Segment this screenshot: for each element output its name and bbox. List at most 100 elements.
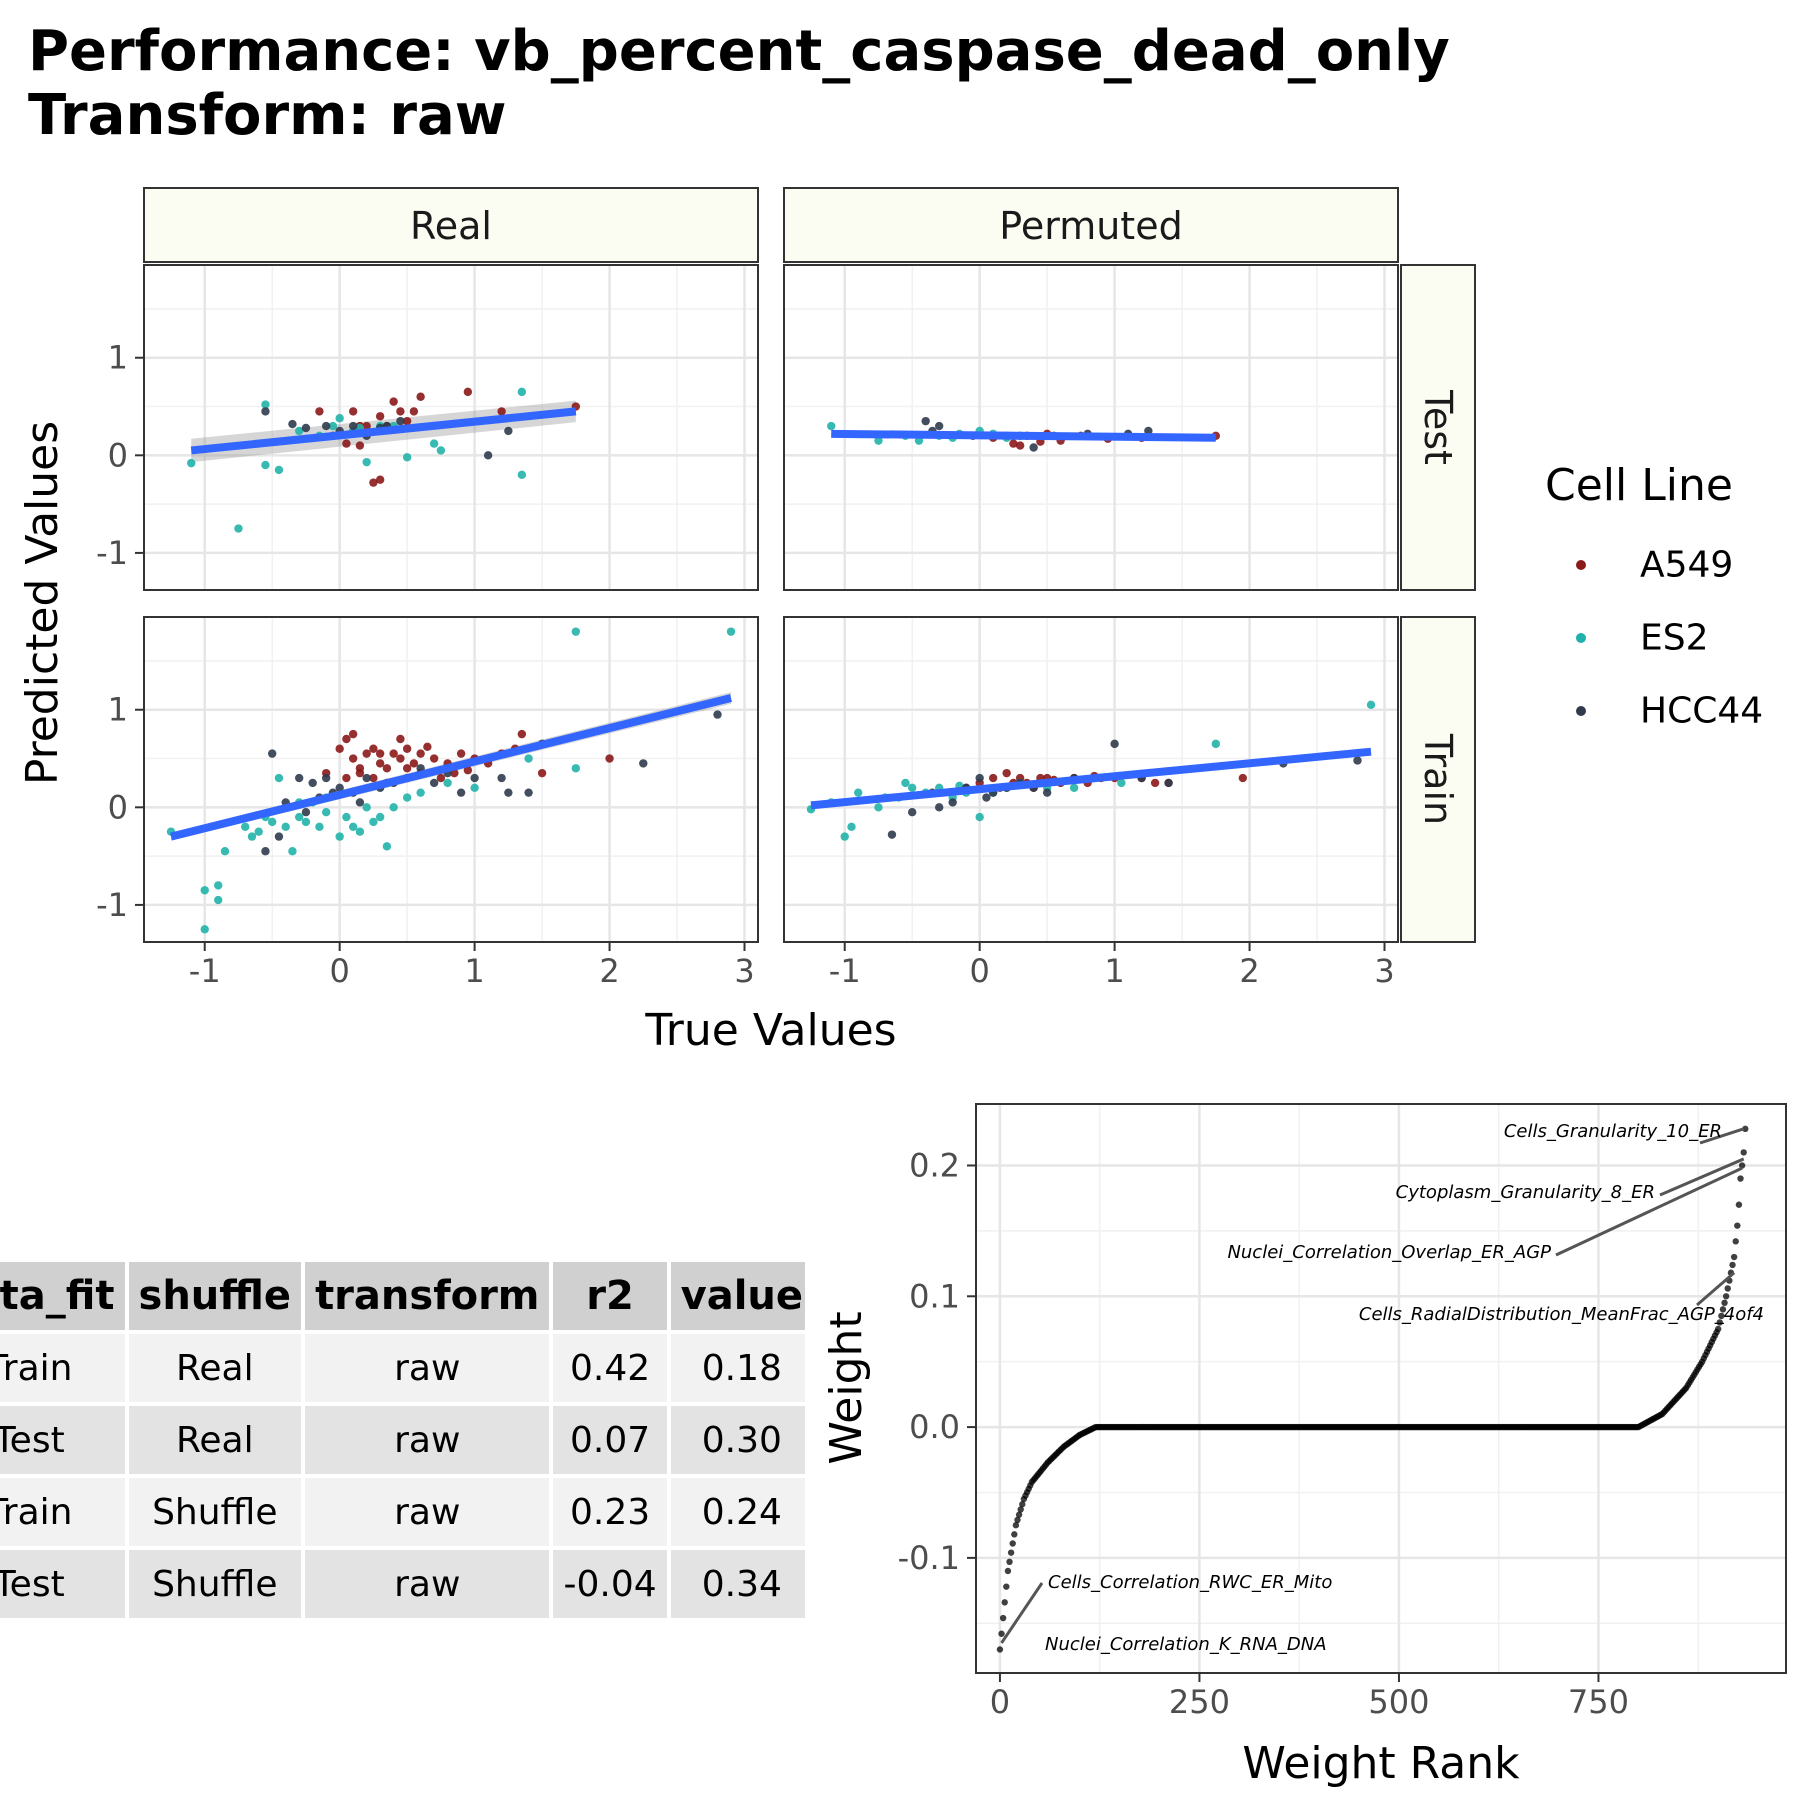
- data-point-es2: [261, 460, 270, 470]
- data-point-a549: [463, 387, 473, 397]
- table-header-row: data_fit shuffle transform r2 value: [0, 1262, 805, 1330]
- data-point-es2: [436, 446, 446, 455]
- data-point-es2: [854, 788, 863, 797]
- data-point-es2: [267, 817, 277, 827]
- facet-strip-label: Real: [410, 204, 492, 248]
- weights-y-axis-title: Weight: [821, 1311, 872, 1464]
- y-axis-title: Predicted Values: [17, 421, 68, 785]
- table-header-cell: data_fit: [0, 1262, 125, 1330]
- y-tick-label: 0.1: [909, 1277, 960, 1315]
- data-point-es2: [975, 812, 984, 822]
- data-point-a549: [348, 729, 358, 739]
- data-point-es2: [402, 793, 412, 802]
- data-point-es2: [274, 465, 284, 475]
- annotation-connector: [1659, 1157, 1745, 1197]
- data-point-hcc44: [907, 807, 917, 817]
- weights-x-axis-title: Weight Rank: [1242, 1738, 1520, 1789]
- weight-point: [1014, 1516, 1021, 1524]
- weight-point: [1730, 1253, 1738, 1261]
- weights-border: [975, 1103, 1787, 1674]
- panel-border: [783, 264, 1399, 591]
- data-point-es2: [234, 524, 243, 533]
- data-point-hcc44: [288, 419, 297, 429]
- weight-point: [999, 1614, 1007, 1622]
- table-cell: Test: [0, 1550, 125, 1618]
- weight-point: [1722, 1293, 1730, 1300]
- data-point-a549: [389, 397, 398, 406]
- table-cell: raw: [305, 1334, 550, 1402]
- weight-point: [1718, 1312, 1725, 1320]
- data-point-es2: [571, 627, 581, 636]
- annotation-connector: [1000, 1582, 1044, 1644]
- data-point-hcc44: [975, 773, 984, 783]
- facet-row-strip-label: Train: [1416, 733, 1460, 825]
- y-tick-label: 1: [108, 339, 128, 377]
- legend-label: HCC44: [1640, 691, 1763, 732]
- x-tick-label: 0: [969, 952, 989, 990]
- fit-line: [170, 694, 732, 841]
- data-point-hcc44: [362, 773, 371, 783]
- data-point-hcc44: [355, 798, 365, 807]
- weight-point: [998, 1630, 1005, 1637]
- data-point-a549: [463, 766, 473, 775]
- data-point-a549: [389, 749, 398, 758]
- data-point-hcc44: [483, 451, 493, 460]
- data-point-hcc44: [1110, 739, 1119, 749]
- data-point-es2: [362, 457, 371, 467]
- y-tick-label: 0: [108, 788, 128, 826]
- data-point-es2: [315, 822, 324, 832]
- legend-swatch-es2: [1576, 633, 1586, 643]
- data-point-es2: [517, 387, 527, 397]
- data-point-a549: [362, 749, 371, 758]
- annotation-label: Nuclei_Correlation_K_RNA_DNA: [1045, 1634, 1327, 1655]
- data-point-hcc44: [456, 788, 466, 797]
- page-title: Performance: vb_percent_caspase_dead_onl…: [28, 20, 1450, 148]
- metrics-table-grid: data_fit shuffle transform r2 value Trai…: [0, 1258, 805, 1622]
- table-cell: 0.42: [553, 1334, 667, 1402]
- table-cell: Train: [0, 1334, 125, 1402]
- data-point-a549: [1238, 773, 1248, 783]
- data-point-es2: [517, 470, 527, 480]
- data-point-a549: [402, 744, 412, 753]
- data-point-es2: [321, 807, 331, 817]
- data-point-a549: [342, 773, 351, 783]
- weight-point: [1003, 1583, 1010, 1590]
- data-point-a549: [456, 749, 466, 758]
- table-cell: raw: [305, 1478, 550, 1546]
- facet-row-strip-test: [1400, 264, 1476, 591]
- data-point-a549: [423, 742, 432, 752]
- y-tick-label: -0.1: [898, 1539, 960, 1577]
- title-line-2: Transform: raw: [28, 83, 507, 148]
- table-cell: Shuffle: [128, 1550, 302, 1618]
- data-point-a549: [1009, 439, 1018, 448]
- table-cell: Test: [0, 1406, 125, 1474]
- table-cell: Real: [128, 1334, 302, 1402]
- data-point-es2: [847, 822, 856, 832]
- data-point-hcc44: [887, 830, 897, 839]
- data-point-a549: [396, 734, 405, 744]
- data-point-a549: [409, 759, 419, 768]
- data-point-hcc44: [274, 832, 284, 841]
- data-point-es2: [214, 895, 223, 905]
- data-point-a549: [1150, 778, 1160, 788]
- y-tick-label: 0.2: [909, 1146, 960, 1184]
- data-point-hcc44: [504, 788, 513, 797]
- data-point-hcc44: [921, 416, 930, 426]
- data-point-a549: [402, 764, 412, 773]
- data-point-es2: [261, 400, 270, 409]
- data-point-a549: [315, 407, 324, 416]
- table-cell: Train: [0, 1478, 125, 1546]
- data-point-es2: [335, 832, 344, 841]
- data-point-es2: [874, 803, 883, 812]
- data-point-es2: [1211, 739, 1221, 749]
- metrics-table: data_fit shuffle transform r2 value Trai…: [0, 1258, 805, 1632]
- data-point-es2: [274, 773, 284, 783]
- data-point-es2: [335, 414, 344, 423]
- panel-permuted-train: [783, 616, 1399, 943]
- annotation-connector: [1696, 1271, 1736, 1307]
- data-point-hcc44: [948, 798, 957, 807]
- data-point-es2: [429, 439, 439, 448]
- data-point-es2: [288, 847, 297, 856]
- data-point-es2: [200, 886, 209, 895]
- x-tick-label: 0: [990, 1683, 1010, 1721]
